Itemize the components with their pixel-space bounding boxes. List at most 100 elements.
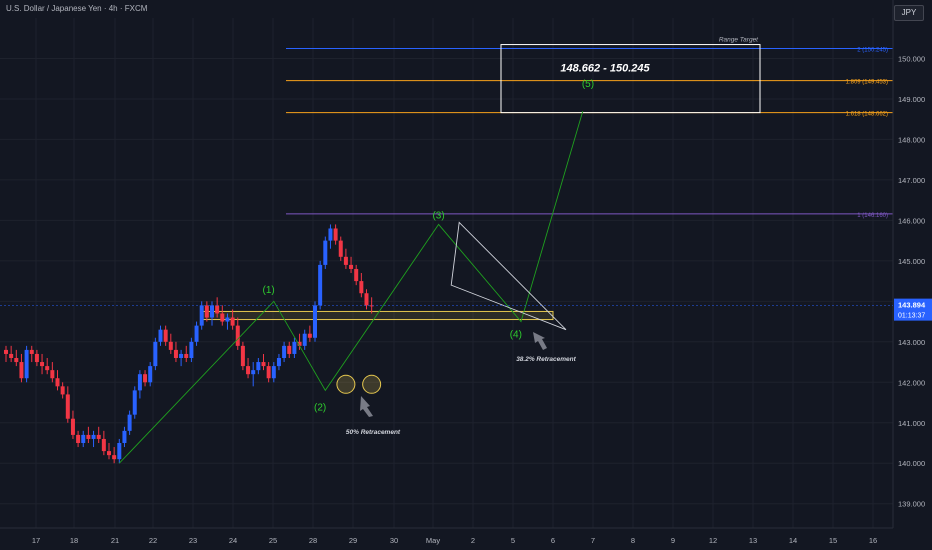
time-tick-label: 14 [789, 536, 797, 545]
candle-body [163, 329, 168, 342]
retracement-circle [336, 374, 356, 394]
last-price-value: 143.894 [898, 301, 926, 310]
time-tick-label: 28 [309, 536, 317, 545]
candle-body [292, 341, 297, 354]
candle-body [143, 374, 148, 383]
candle-body [369, 305, 374, 307]
price-tick-label: 147.000 [898, 176, 925, 185]
wave-label: (1) [263, 285, 275, 296]
range-target-value: 148.662 - 150.245 [560, 63, 650, 75]
time-tick-label: 9 [671, 536, 675, 545]
fib-label: 2 (150.245) [857, 48, 888, 54]
wave-label: (5) [582, 79, 594, 90]
candle-body [14, 358, 19, 363]
drawing-overlays: (1) (2) (3) (4) (5) 50% Retracement 38.2% Retr… [118, 79, 594, 464]
candle-body [158, 329, 163, 342]
time-tick-label: 7 [591, 536, 595, 545]
candle-body [240, 345, 245, 367]
time-tick-label: 6 [551, 536, 555, 545]
candle-body [40, 362, 45, 367]
time-tick-label: 13 [749, 536, 757, 545]
candle-body [282, 345, 287, 358]
candle-body [19, 362, 24, 379]
candle-body [60, 386, 65, 395]
currency-button[interactable]: JPY [894, 5, 924, 21]
time-tick-label: 8 [631, 536, 635, 545]
candle-body [318, 264, 323, 306]
candle-body [189, 341, 194, 358]
candle-body [127, 414, 132, 431]
candle-body [349, 264, 354, 269]
time-tick-label: 2 [471, 536, 475, 545]
candle-body [359, 281, 364, 294]
price-tick-label: 143.000 [898, 338, 925, 347]
time-tick-label: 12 [709, 536, 717, 545]
price-tick-label: 141.000 [898, 419, 925, 428]
candle-body [91, 434, 96, 439]
support-resistance-zone [200, 310, 554, 321]
time-tick-label: 24 [229, 536, 237, 545]
candle-body [302, 333, 307, 346]
time-tick-label: May [426, 536, 440, 545]
symbol-title: U.S. Dollar / Japanese Yen · 4h · FXCM [6, 4, 148, 13]
time-tick-label: 23 [189, 536, 197, 545]
candle-body [132, 390, 137, 415]
price-tick-label: 139.000 [898, 500, 925, 509]
candlestick-series [4, 224, 374, 464]
price-tick-label: 146.000 [898, 216, 925, 225]
candle-body [297, 341, 302, 346]
candle-body [65, 394, 70, 419]
candle-body [153, 341, 158, 367]
range-target-box [500, 44, 761, 114]
candle-body [204, 305, 209, 318]
time-axis[interactable]: 17 18 21 22 23 24 25 28 29 30 May 2 5 6 7 8 9 12 13 14 15 16 [0, 527, 932, 550]
fibonacci-levels: 2 (150.245) 1.809 (149.453) 1.618 (148.662… [286, 37, 893, 219]
candle-body [76, 434, 81, 443]
candle-body [137, 374, 142, 391]
candle-body [81, 434, 86, 443]
candle-body [194, 325, 199, 342]
candle-body [50, 370, 55, 379]
candle-body [199, 305, 204, 326]
arrow-38-retracement [533, 332, 547, 350]
candle-body [354, 268, 359, 282]
wave-label: (3) [432, 210, 444, 221]
time-tick-label: 22 [149, 536, 157, 545]
candle-body [333, 228, 338, 241]
support-zone [200, 310, 554, 321]
time-tick-label: 16 [869, 536, 877, 545]
price-tick-label: 148.000 [898, 135, 925, 144]
candle-body [9, 353, 14, 358]
candle-body [4, 349, 8, 354]
bar-countdown: 01:13:37 [898, 313, 925, 320]
candle-body [101, 438, 106, 452]
candle-body [168, 341, 173, 350]
candle-body [276, 358, 281, 367]
candle-body [29, 349, 34, 354]
annotation-50-retracement: 50% Retracement [346, 429, 401, 436]
time-tick-label: 17 [32, 536, 40, 545]
candle-body [117, 443, 122, 460]
time-tick-label: 18 [70, 536, 78, 545]
candle-body [364, 293, 369, 306]
time-tick-label: 21 [111, 536, 119, 545]
candle-body [266, 366, 271, 379]
candle-body [24, 349, 29, 379]
candle-body [313, 305, 317, 338]
candle-body [251, 370, 256, 375]
falling-wedge [450, 221, 567, 331]
candle-body [220, 313, 225, 322]
time-tick-label: 5 [511, 536, 515, 545]
time-tick-label: 15 [829, 536, 837, 545]
arrow-50-retracement [360, 396, 373, 417]
candle-body [328, 228, 333, 241]
candle-body [112, 455, 117, 460]
candle-body [96, 434, 101, 439]
candle-body [148, 366, 153, 383]
candle-body [173, 349, 178, 358]
time-tick-label: 29 [349, 536, 357, 545]
retracement-circle [362, 374, 382, 394]
time-axis-bg [0, 528, 932, 550]
